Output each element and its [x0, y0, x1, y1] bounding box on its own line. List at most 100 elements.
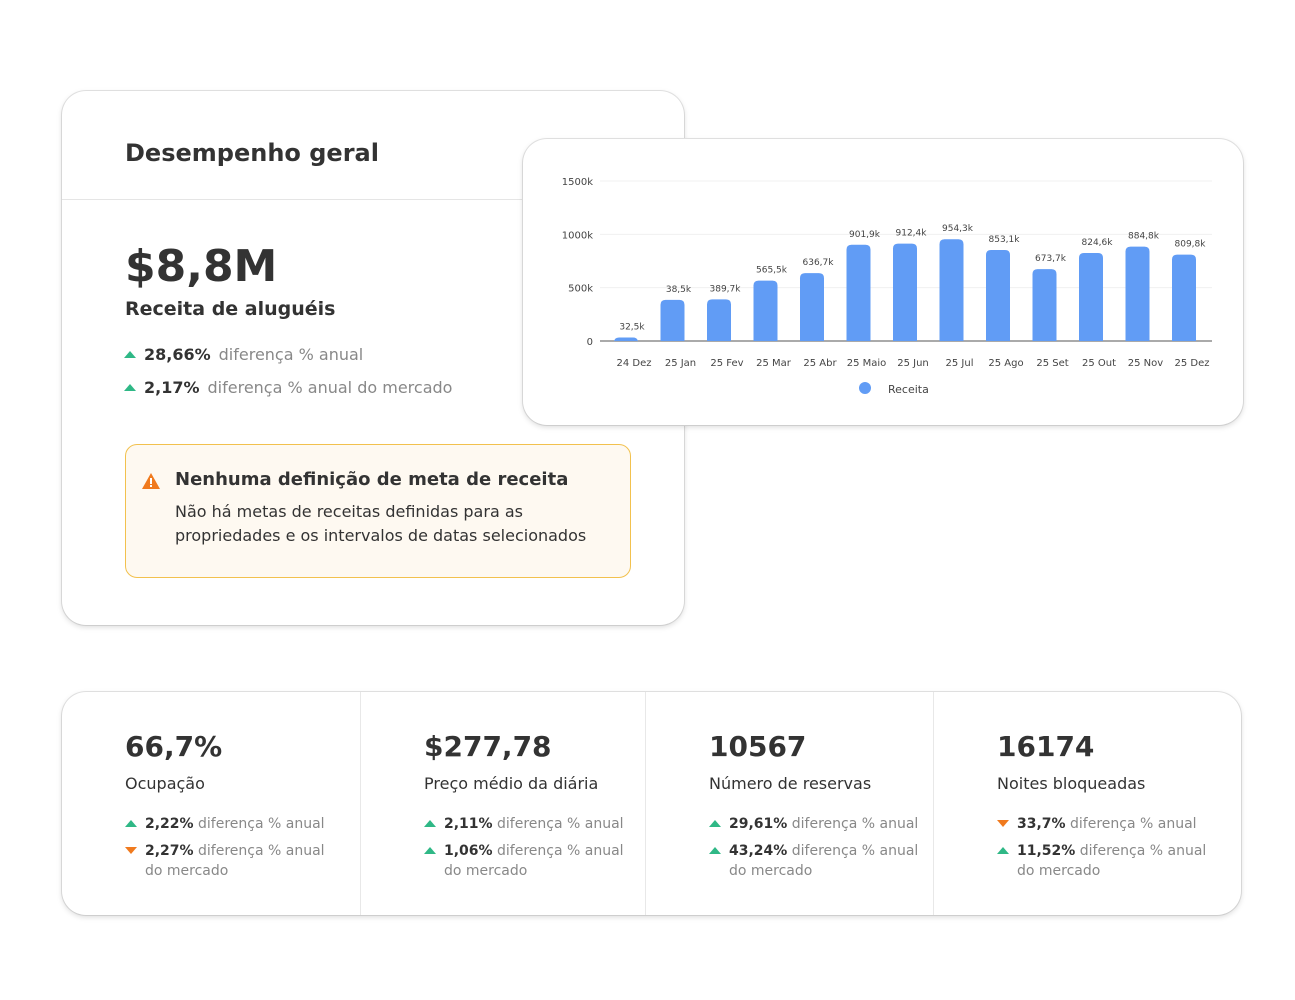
data-label: 809,8k: [1175, 240, 1207, 250]
kpi-value: 16174: [997, 730, 1095, 763]
y-tick-label: 0: [587, 337, 593, 348]
bar: [660, 299, 685, 341]
annual-diff: 28,66% diferença % anual: [124, 345, 363, 364]
diff-value: 1,06%: [444, 843, 493, 859]
diff-text: diferença % anual: [497, 843, 624, 859]
diff-text: diferença % anual: [198, 816, 325, 832]
market-diff: 1,06% diferença % anual do mercado: [424, 841, 624, 881]
arrow-up-icon: [709, 820, 721, 827]
arrow-down-icon: [125, 847, 137, 854]
market-diff: 43,24% diferença % anual do mercado: [709, 841, 918, 881]
annual-diff: 33,7% diferença % anual: [997, 814, 1197, 834]
arrow-up-icon: [125, 820, 137, 827]
annual-diff: 2,11% diferença % anual: [424, 814, 624, 834]
diff-text-2: do mercado: [145, 863, 229, 879]
x-tick-label: 25 Nov: [1128, 358, 1164, 369]
bar: [893, 243, 917, 341]
data-label: 884,8k: [1128, 232, 1160, 242]
diff-text: diferença % anual: [198, 843, 325, 859]
y-tick-label: 1500k: [562, 177, 593, 188]
kpi-label: Ocupação: [125, 774, 205, 793]
bar: [1172, 254, 1196, 341]
kpi-0: 66,7% Ocupação 2,22% diferença % anual 2…: [62, 692, 325, 915]
diff-text-2: do mercado: [444, 863, 528, 879]
warning-triangle-icon: [142, 473, 160, 489]
arrow-up-icon: [424, 847, 436, 854]
legend-label: Receita: [888, 383, 929, 396]
diff-value: 2,22%: [145, 816, 194, 832]
diff-value: 2,11%: [444, 816, 493, 832]
data-label: 38,5k: [666, 285, 692, 295]
bar: [1125, 246, 1150, 341]
x-tick-label: 25 Mar: [756, 358, 792, 369]
x-tick-label: 25 Out: [1082, 358, 1116, 369]
x-tick-label: 25 Ago: [988, 358, 1023, 369]
y-tick-label: 500k: [568, 284, 593, 295]
diff-value: 33,7%: [1017, 816, 1066, 832]
annual-diff: 2,22% diferença % anual: [125, 814, 325, 834]
diff-text: diferença % anual: [791, 843, 919, 859]
x-tick-label: 25 Jul: [946, 358, 974, 369]
bar: [1032, 269, 1057, 341]
x-tick-label: 25 Jan: [665, 358, 696, 369]
legend-marker: [859, 382, 871, 394]
no-goal-warning: Nenhuma definição de meta de receita Não…: [125, 444, 631, 578]
kpi-label: Noites bloqueadas: [997, 774, 1146, 793]
data-label: 673,7k: [1035, 254, 1067, 264]
x-tick-label: 25 Dez: [1174, 358, 1209, 369]
diff-value: 2,27%: [145, 843, 194, 859]
warning-text: Não há metas de receitas definidas para …: [175, 502, 587, 545]
diff-text: diferença % anual: [1070, 816, 1197, 832]
diff-text: diferença % anual do mercado: [207, 378, 453, 397]
revenue-chart-card: 0 500k 1000k 1500k 32,5k 24 Dez 38,5k 25 Jan 389…: [523, 139, 1243, 425]
arrow-up-icon: [997, 847, 1009, 854]
divider: [933, 692, 934, 915]
bar: [1079, 253, 1103, 341]
divider: [645, 692, 646, 915]
bar: [939, 239, 964, 341]
diff-text: diferença % anual: [218, 345, 364, 364]
diff-value: 28,66%: [144, 345, 211, 364]
data-label: 565,5k: [756, 266, 788, 276]
data-label: 912,4k: [896, 229, 928, 239]
diff-text: diferença % anual: [1079, 843, 1207, 859]
kpi-card: 66,7% Ocupação 2,22% diferença % anual 2…: [62, 692, 1241, 915]
kpi-label: Preço médio da diária: [424, 774, 599, 793]
kpi-value: 66,7%: [125, 730, 223, 763]
card-title: Desempenho geral: [62, 91, 684, 200]
bar: [846, 244, 871, 341]
diff-text: diferença % anual: [791, 816, 919, 832]
market-diff: 2,27% diferença % anual do mercado: [125, 841, 325, 881]
warning-title: Nenhuma definição de meta de receita: [175, 469, 569, 490]
revenue-label: Receita de aluguéis: [125, 298, 336, 320]
market-diff: 11,52% diferença % anual do mercado: [997, 841, 1206, 881]
bar: [614, 337, 638, 343]
kpi-3: 16174 Noites bloqueadas 33,7% diferença …: [934, 692, 1206, 915]
data-label: 389,7k: [710, 284, 742, 294]
diff-value: 11,52%: [1017, 843, 1076, 859]
revenue-bar-chart: 0 500k 1000k 1500k 32,5k 24 Dez 38,5k 25 Jan 389…: [562, 177, 1212, 396]
diff-value: 2,17%: [144, 378, 200, 397]
data-label: 954,3k: [942, 224, 974, 234]
kpi-2: 10567 Número de reservas 29,61% diferenç…: [646, 692, 918, 915]
diff-text-2: do mercado: [1017, 863, 1101, 879]
data-label: 636,7k: [803, 258, 835, 268]
arrow-up-icon: [124, 384, 136, 391]
bar: [753, 280, 778, 341]
x-tick-label: 25 Maio: [847, 358, 887, 369]
revenue-value: $8,8M: [125, 241, 278, 292]
kpi-value: $277,78: [424, 730, 552, 763]
diff-text: diferença % anual: [497, 816, 624, 832]
bar: [986, 250, 1010, 341]
arrow-down-icon: [997, 820, 1009, 827]
x-tick-label: 25 Set: [1036, 358, 1068, 369]
x-tick-label: 25 Fev: [710, 358, 743, 369]
bar: [707, 299, 731, 341]
kpi-value: 10567: [709, 730, 807, 763]
y-tick-label: 1000k: [562, 230, 593, 241]
x-tick-label: 25 Jun: [897, 358, 929, 369]
arrow-up-icon: [424, 820, 436, 827]
diff-text-2: do mercado: [729, 863, 813, 879]
data-label: 853,1k: [989, 235, 1021, 245]
kpi-label: Número de reservas: [709, 774, 872, 793]
